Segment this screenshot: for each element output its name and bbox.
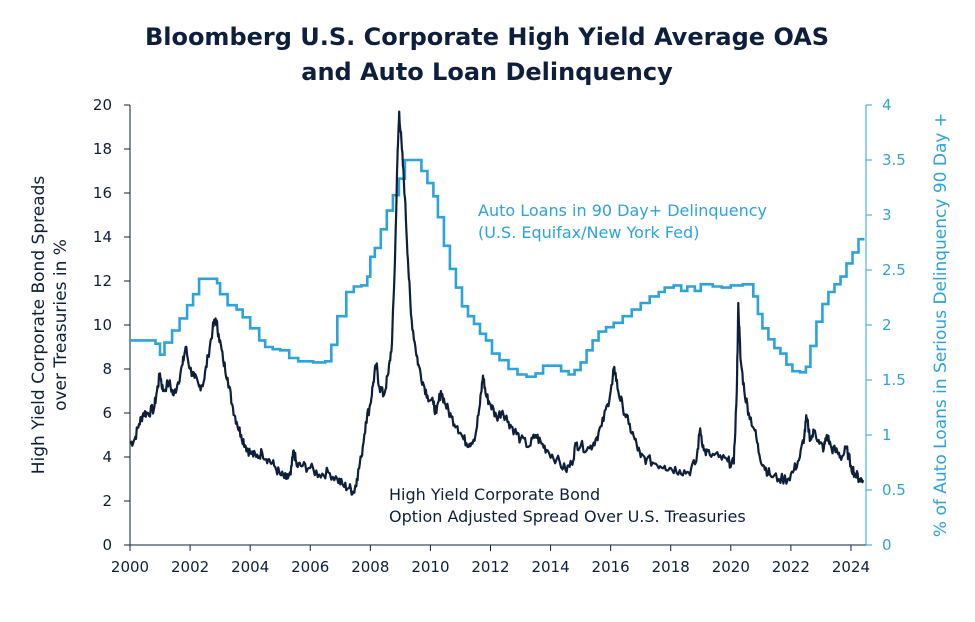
series-high-yield-line bbox=[129, 110, 865, 496]
left-tick-label: 16 bbox=[93, 184, 112, 202]
right-tick-label: 0.5 bbox=[882, 481, 906, 499]
x-tick-label: 2018 bbox=[652, 558, 690, 576]
left-tick-label: 8 bbox=[102, 360, 112, 378]
annotation-hy-line1: High Yield Corporate Bond bbox=[389, 485, 600, 504]
annotation-auto-line1: Auto Loans in 90 Day+ Delinquency bbox=[478, 201, 767, 220]
right-axis-label: % of Auto Loans in Serious Delinquency 9… bbox=[931, 113, 951, 537]
right-tick-label: 1 bbox=[882, 426, 892, 444]
annotation-hy-line2: Option Adjusted Spread Over U.S. Treasur… bbox=[389, 507, 746, 526]
left-tick-label: 12 bbox=[93, 272, 112, 290]
x-tick-label: 2000 bbox=[111, 558, 149, 576]
left-axis-label-line1: High Yield Corporate Bond Spreads bbox=[29, 176, 49, 475]
left-tick-label: 18 bbox=[93, 140, 112, 158]
left-tick-label: 20 bbox=[93, 96, 112, 114]
left-tick-label: 0 bbox=[102, 536, 112, 554]
x-tick-label: 2016 bbox=[592, 558, 630, 576]
right-tick-label: 0 bbox=[882, 536, 892, 554]
right-y-axis: 0 0.5 1 1.5 2 2.5 3 3.5 4 bbox=[866, 96, 906, 554]
right-tick-label: 3.5 bbox=[882, 151, 906, 169]
x-tick-label: 2002 bbox=[171, 558, 209, 576]
right-tick-label: 4 bbox=[882, 96, 892, 114]
x-tick-label: 2022 bbox=[772, 558, 810, 576]
right-tick-label: 1.5 bbox=[882, 371, 906, 389]
chart-title-line2: and Auto Loan Delinquency bbox=[301, 58, 673, 86]
right-tick-label: 2.5 bbox=[882, 261, 906, 279]
x-tick-label: 2024 bbox=[832, 558, 870, 576]
left-tick-label: 2 bbox=[102, 492, 112, 510]
x-tick-label: 2012 bbox=[471, 558, 509, 576]
x-tick-label: 2020 bbox=[712, 558, 750, 576]
right-tick-label: 2 bbox=[882, 316, 892, 334]
left-tick-label: 4 bbox=[102, 448, 112, 466]
series-auto-loans-line bbox=[130, 158, 865, 378]
right-tick-label: 3 bbox=[882, 206, 892, 224]
left-tick-label: 14 bbox=[93, 228, 112, 246]
x-tick-label: 2006 bbox=[291, 558, 329, 576]
left-axis-label-line2: over Treasuries in % bbox=[51, 239, 71, 411]
left-y-axis: 0 2 4 6 8 10 12 14 16 18 20 bbox=[93, 96, 130, 554]
x-tick-label: 2010 bbox=[411, 558, 449, 576]
chart-title: Bloomberg U.S. Corporate High Yield Aver… bbox=[145, 23, 829, 51]
annotation-auto-line2: (U.S. Equifax/New York Fed) bbox=[478, 223, 699, 242]
x-tick-label: 2004 bbox=[231, 558, 269, 576]
x-tick-label: 2014 bbox=[531, 558, 569, 576]
x-tick-label: 2008 bbox=[351, 558, 389, 576]
left-tick-label: 10 bbox=[93, 316, 112, 334]
x-axis: 2000 2002 2004 2006 2008 2010 2012 2014 2016 2018… bbox=[111, 545, 870, 576]
left-tick-label: 6 bbox=[102, 404, 112, 422]
